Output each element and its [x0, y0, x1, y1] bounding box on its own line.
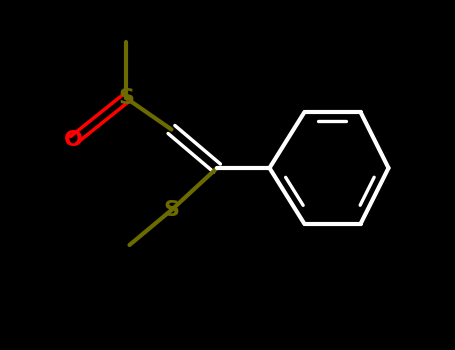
Text: S: S [163, 200, 180, 220]
Text: O: O [64, 130, 83, 150]
Text: S: S [118, 88, 134, 108]
